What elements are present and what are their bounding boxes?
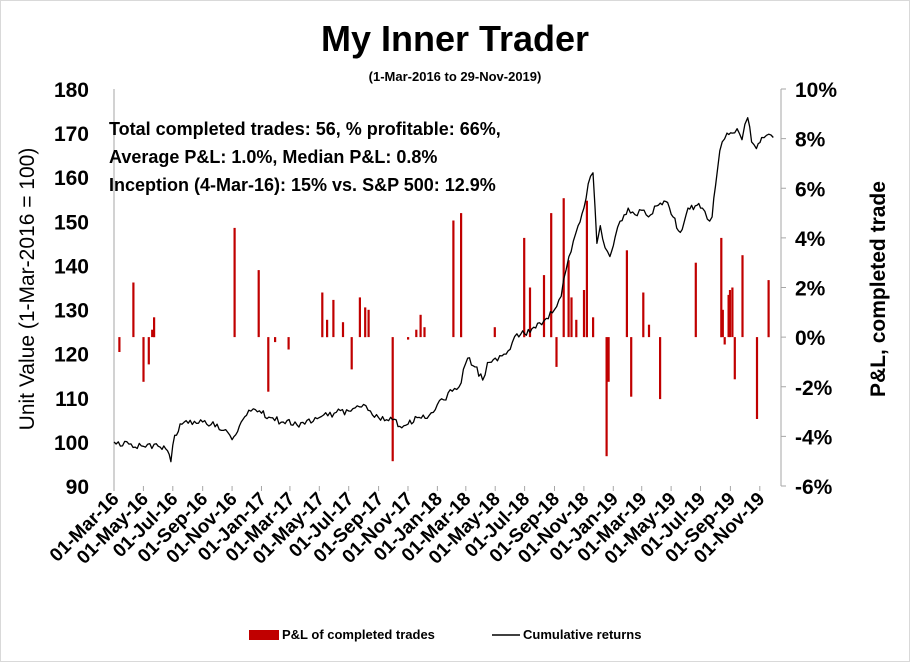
pnl-bar [528, 287, 532, 338]
pnl-bar [407, 337, 410, 340]
y-tick-label: 130 [54, 300, 89, 323]
y-tick-label: 140 [54, 255, 89, 278]
pnl-bar [733, 337, 736, 380]
y2-tick-label: -2% [795, 377, 833, 400]
legend-line-label: Cumulative returns [523, 627, 641, 642]
pnl-bar [605, 337, 608, 457]
y-tick-label: 110 [55, 388, 89, 411]
pnl-bar [326, 319, 329, 338]
pnl-bar [321, 292, 324, 338]
pnl-bar [367, 309, 370, 338]
pnl-bar [582, 290, 586, 338]
pnl-bar [567, 260, 570, 338]
pnl-bar [460, 213, 463, 338]
right-y-ticks: -6% -4% -2% 0% 2% 4% 6% 8% 10% [781, 79, 837, 499]
y2-tick-label: -4% [795, 426, 833, 449]
pnl-bar [642, 292, 645, 338]
pnl-bar [607, 337, 610, 382]
legend: P&L of completed trades Cumulative retur… [249, 627, 641, 642]
y2-tick-label: -6% [795, 476, 833, 499]
pnl-bar [493, 327, 496, 338]
pnl-bar [364, 307, 367, 338]
y2-tick-label: 6% [795, 178, 826, 201]
pnl-bar [341, 322, 345, 338]
pnl-bar [257, 270, 260, 338]
pnl-bar [147, 337, 150, 365]
y-tick-label: 180 [54, 79, 89, 102]
y-tick-label: 150 [54, 211, 89, 234]
annotation-inception: Inception (4-Mar-16): 15% vs. S&P 500: 1… [109, 175, 496, 195]
pnl-bar [332, 299, 335, 338]
pnl-bar [523, 237, 526, 338]
pnl-bar [550, 213, 553, 338]
left-y-ticks: 90 100 110 120 130 140 150 160 170 180 [54, 79, 89, 499]
pnl-bar [767, 280, 770, 338]
pnl-bar [419, 314, 422, 338]
cumulative-returns-line [113, 117, 774, 463]
pnl-bar [151, 329, 154, 338]
pnl-bar [423, 327, 426, 338]
pnl-bar [142, 337, 145, 382]
legend-bar-label: P&L of completed trades [282, 627, 435, 642]
pnl-bar [755, 337, 759, 419]
legend-bar-swatch [249, 630, 279, 640]
pnl-bar [358, 297, 361, 338]
annotation-trades: Total completed trades: 56, % profitable… [109, 119, 501, 139]
y-tick-label: 170 [54, 123, 89, 146]
pnl-bar [728, 290, 732, 338]
pnl-bar [723, 337, 726, 345]
pnl-bar [694, 262, 697, 338]
pnl-bar [721, 309, 724, 338]
pnl-bar [132, 282, 135, 338]
pnl-bar [452, 220, 455, 338]
y2-tick-label: 2% [795, 278, 826, 301]
pnl-bar [233, 227, 236, 338]
y-tick-label: 100 [54, 432, 89, 455]
chart-subtitle: (1-Mar-2016 to 29-Nov-2019) [369, 69, 542, 84]
y-tick-label: 160 [54, 167, 89, 190]
pnl-bar [555, 337, 558, 367]
pnl-bar [659, 337, 662, 400]
chart-title: My Inner Trader [321, 18, 589, 59]
pnl-bar [727, 294, 730, 338]
annotation-pnl: Average P&L: 1.0%, Median P&L: 0.8% [109, 147, 437, 167]
pnl-bar [415, 329, 418, 338]
y2-tick-label: 10% [795, 79, 837, 102]
pnl-bar [575, 319, 578, 338]
y2-tick-label: 0% [795, 327, 826, 350]
y2-tick-label: 4% [795, 228, 826, 251]
pnl-bar [592, 317, 595, 338]
x-ticks: 01-Mar-1601-May-1601-Jul-1601-Sep-1601-N… [46, 486, 769, 569]
pnl-bars [118, 198, 770, 462]
pnl-bar [562, 198, 565, 338]
pnl-bar [585, 200, 588, 338]
right-axis-title: P&L, completed trade [867, 181, 890, 397]
pnl-bar [731, 287, 734, 338]
pnl-bar [570, 297, 573, 338]
pnl-bar [391, 337, 394, 462]
y-tick-label: 120 [54, 344, 89, 367]
pnl-bar [287, 337, 290, 350]
pnl-bar [118, 337, 121, 352]
pnl-bar [647, 324, 651, 338]
pnl-bar [720, 237, 723, 338]
pnl-bar [630, 337, 633, 397]
pnl-bar [267, 337, 270, 392]
left-axis-title: Unit Value (1-Mar-2016 = 100) [16, 148, 39, 431]
pnl-bar [153, 317, 156, 338]
pnl-bar [350, 337, 353, 370]
y2-tick-label: 8% [795, 129, 826, 152]
pnl-bar [625, 250, 628, 338]
pnl-bar [542, 275, 546, 338]
y-tick-label: 90 [66, 476, 89, 499]
pnl-bar [274, 337, 277, 343]
pnl-bar [741, 255, 744, 338]
